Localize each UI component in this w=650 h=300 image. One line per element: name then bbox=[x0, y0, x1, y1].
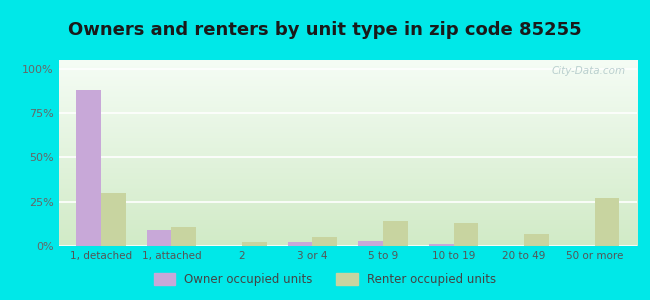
Bar bbox=[101, 193, 125, 246]
Bar bbox=[288, 242, 313, 246]
Bar bbox=[172, 226, 196, 246]
Bar bbox=[358, 241, 383, 246]
Legend: Owner occupied units, Renter occupied units: Owner occupied units, Renter occupied un… bbox=[149, 268, 501, 291]
Bar bbox=[76, 90, 101, 246]
Bar bbox=[524, 234, 549, 246]
Bar bbox=[313, 237, 337, 246]
Bar bbox=[242, 242, 266, 246]
Bar bbox=[454, 223, 478, 246]
Bar bbox=[429, 244, 454, 246]
Bar bbox=[147, 230, 172, 246]
Text: Owners and renters by unit type in zip code 85255: Owners and renters by unit type in zip c… bbox=[68, 21, 582, 39]
Text: City-Data.com: City-Data.com bbox=[551, 66, 625, 76]
Bar bbox=[383, 221, 408, 246]
Bar bbox=[595, 198, 619, 246]
